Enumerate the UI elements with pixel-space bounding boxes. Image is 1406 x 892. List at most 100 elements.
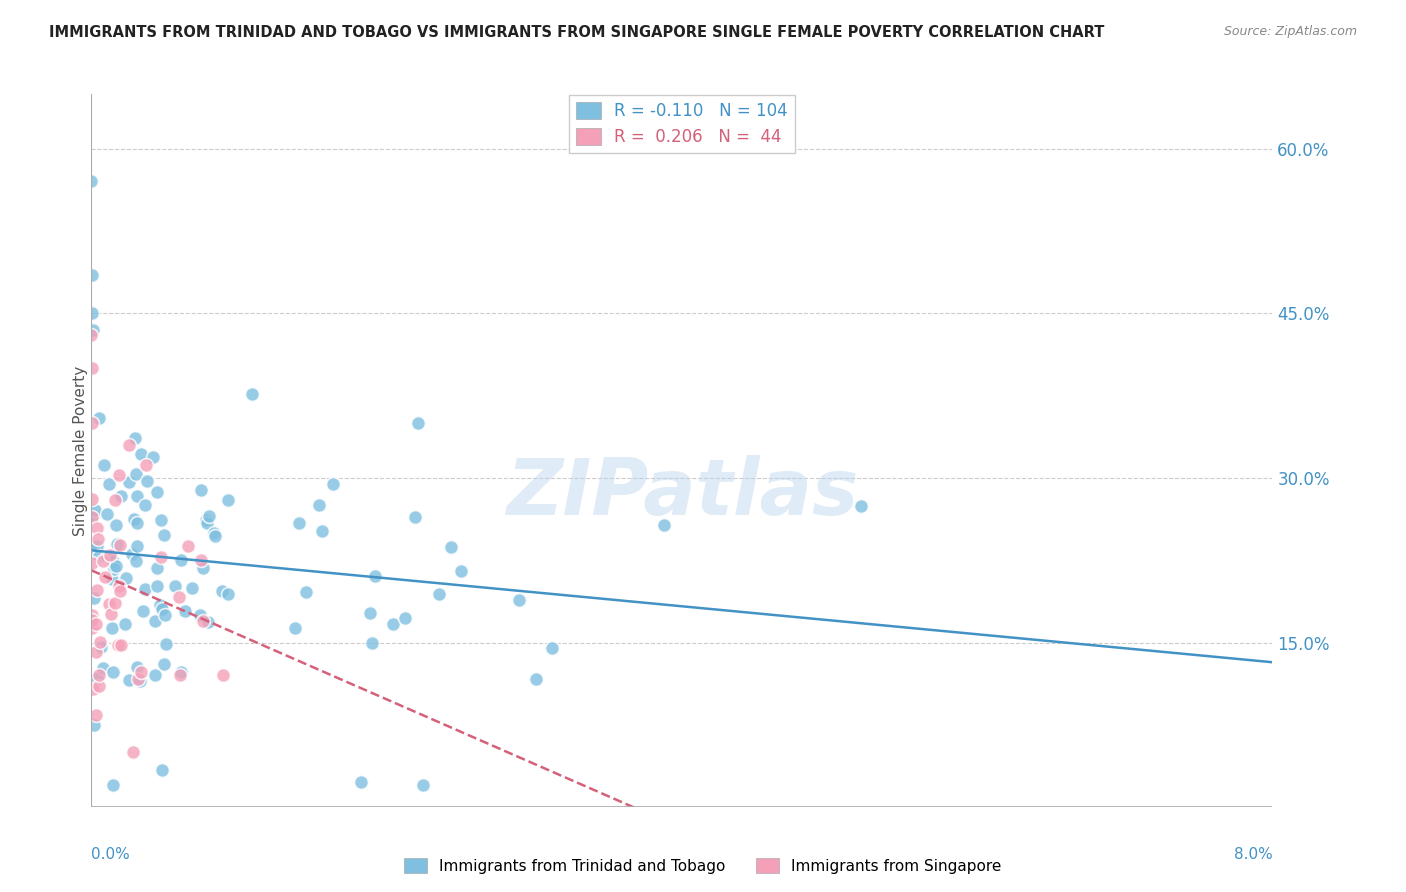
Point xyxy=(82,682,104,697)
Point xyxy=(93,458,115,473)
Text: 8.0%: 8.0% xyxy=(1233,847,1272,862)
Point xyxy=(80,621,103,635)
Point xyxy=(163,579,186,593)
Point xyxy=(82,510,104,524)
Point xyxy=(350,774,373,789)
Point xyxy=(87,532,110,546)
Point xyxy=(169,665,191,679)
Point xyxy=(394,611,416,625)
Point xyxy=(170,553,193,567)
Point xyxy=(450,564,472,578)
Point xyxy=(129,665,152,680)
Point xyxy=(181,581,204,595)
Point xyxy=(86,671,108,685)
Point xyxy=(125,554,148,568)
Point xyxy=(132,604,155,618)
Point xyxy=(82,306,104,320)
Point xyxy=(100,607,122,621)
Point xyxy=(98,477,121,491)
Point xyxy=(105,536,128,550)
Point xyxy=(405,509,427,524)
Point xyxy=(143,615,166,629)
Point xyxy=(125,516,148,531)
Point xyxy=(288,516,311,530)
Point xyxy=(197,615,219,629)
Point xyxy=(149,598,172,612)
Point xyxy=(155,637,177,651)
Legend: R = -0.110   N = 104, R =  0.206   N =  44: R = -0.110 N = 104, R = 0.206 N = 44 xyxy=(569,95,794,153)
Point xyxy=(408,416,430,430)
Point xyxy=(104,596,127,610)
Point xyxy=(360,636,382,650)
Point xyxy=(86,583,108,598)
Point xyxy=(382,616,405,631)
Point xyxy=(80,328,103,343)
Point xyxy=(211,584,233,599)
Point xyxy=(198,509,221,524)
Point xyxy=(96,507,118,521)
Point xyxy=(439,540,461,554)
Point xyxy=(508,593,530,607)
Point xyxy=(84,645,107,659)
Point xyxy=(217,587,239,601)
Point xyxy=(87,679,110,693)
Point xyxy=(110,537,132,551)
Point xyxy=(107,578,129,592)
Point xyxy=(145,561,167,575)
Point xyxy=(110,638,132,652)
Point xyxy=(146,485,169,500)
Point xyxy=(311,524,333,539)
Point xyxy=(153,607,176,622)
Point xyxy=(105,558,128,573)
Point xyxy=(125,467,148,481)
Point xyxy=(150,602,173,616)
Point xyxy=(114,571,136,585)
Point xyxy=(134,582,156,597)
Point xyxy=(86,521,108,535)
Point xyxy=(541,640,564,655)
Point xyxy=(98,548,121,562)
Point xyxy=(240,387,263,401)
Point xyxy=(152,657,174,672)
Point xyxy=(125,660,148,674)
Point xyxy=(101,665,124,680)
Point xyxy=(125,489,148,503)
Point xyxy=(127,539,149,553)
Point xyxy=(98,597,121,611)
Point xyxy=(94,570,117,584)
Point xyxy=(86,539,108,553)
Point xyxy=(149,549,172,564)
Point xyxy=(188,607,211,622)
Point xyxy=(103,562,125,576)
Point xyxy=(849,500,872,514)
Point xyxy=(127,673,149,687)
Point xyxy=(80,361,103,376)
Point xyxy=(294,585,316,599)
Point xyxy=(118,438,141,452)
Point xyxy=(191,561,214,575)
Point xyxy=(412,778,434,792)
Point xyxy=(110,489,132,503)
Point xyxy=(153,528,176,542)
Point xyxy=(89,635,111,649)
Point xyxy=(146,579,169,593)
Point xyxy=(427,587,450,601)
Point xyxy=(82,608,104,623)
Point xyxy=(177,539,200,553)
Text: Source: ZipAtlas.com: Source: ZipAtlas.com xyxy=(1223,25,1357,38)
Text: ZIPatlas: ZIPatlas xyxy=(506,455,858,532)
Point xyxy=(82,613,104,627)
Point xyxy=(363,568,385,582)
Point xyxy=(100,552,122,566)
Point xyxy=(174,604,197,618)
Point xyxy=(101,778,124,792)
Point xyxy=(191,615,214,629)
Point xyxy=(118,673,141,687)
Point xyxy=(87,549,110,564)
Point xyxy=(83,591,105,606)
Point xyxy=(101,573,124,587)
Point xyxy=(128,674,150,689)
Point xyxy=(91,660,114,674)
Y-axis label: Single Female Poverty: Single Female Poverty xyxy=(73,366,87,535)
Legend: Immigrants from Trinidad and Tobago, Immigrants from Singapore: Immigrants from Trinidad and Tobago, Imm… xyxy=(398,852,1008,880)
